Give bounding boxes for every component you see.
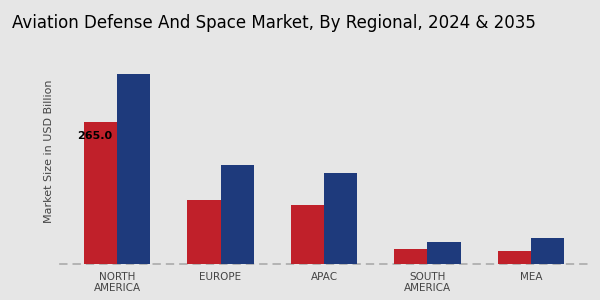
Bar xyxy=(324,173,357,264)
Bar xyxy=(291,205,324,264)
Bar xyxy=(117,74,150,264)
Text: 265.0: 265.0 xyxy=(77,131,113,141)
Bar xyxy=(84,122,117,264)
Bar xyxy=(498,250,531,264)
Bar xyxy=(427,242,461,264)
Y-axis label: Market Size in USD Billion: Market Size in USD Billion xyxy=(44,80,55,223)
Bar xyxy=(531,238,564,264)
Text: Aviation Defense And Space Market, By Regional, 2024 & 2035: Aviation Defense And Space Market, By Re… xyxy=(13,14,536,32)
Bar xyxy=(394,249,427,264)
Bar xyxy=(187,200,221,264)
Bar xyxy=(221,165,254,264)
